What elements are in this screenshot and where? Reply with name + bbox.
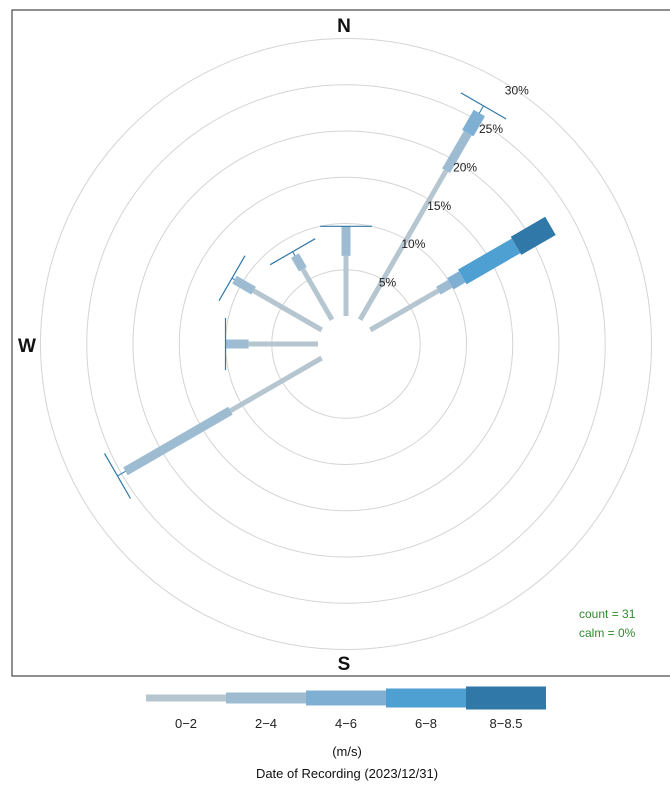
ring-labels: 5% 10% 15% 20% 25% 30% <box>379 84 529 290</box>
legend-swatch-1 <box>226 692 306 704</box>
calm-label: calm = 0% <box>579 626 636 640</box>
segment-60-bin-2 <box>447 271 466 290</box>
legend-swatch-4 <box>466 686 546 710</box>
spoke-0 <box>320 225 372 316</box>
segment-240-bin-1 <box>123 406 233 476</box>
ring-label-5: 5% <box>379 275 397 289</box>
x-axis-label: Date of Recording (2023/12/31) <box>256 766 438 781</box>
error-cap-30 <box>460 92 507 120</box>
legend-label-0: 0−2 <box>175 716 197 731</box>
compass-south-label: S <box>338 654 351 675</box>
segment-60-bin-0 <box>369 288 440 333</box>
error-cap-330 <box>269 238 316 266</box>
legend-label-2: 4−6 <box>335 716 357 731</box>
legend-swatch-3 <box>386 688 466 708</box>
ring-25 <box>86 84 606 604</box>
ring-15 <box>178 176 514 512</box>
error-stem-240 <box>117 470 126 477</box>
legend-label-1: 2−4 <box>255 716 277 731</box>
ring-label-30: 30% <box>505 84 529 98</box>
spoke-300 <box>218 255 323 333</box>
segment-240-bin-0 <box>229 355 323 413</box>
count-label: count = 31 <box>579 607 636 621</box>
ring-30 <box>40 38 652 650</box>
segment-300-bin-0 <box>252 288 323 333</box>
ring-20 <box>132 130 560 558</box>
error-cap-240 <box>103 453 132 499</box>
error-stem-330 <box>292 251 296 256</box>
segment-270-bin-1 <box>225 339 249 349</box>
spoke-330 <box>269 238 335 321</box>
segment-330-bin-0 <box>300 268 335 321</box>
legend-label-4: 8−8.5 <box>490 716 523 731</box>
legend-swatch-0 <box>146 694 226 702</box>
segment-0-bin-1 <box>341 226 351 256</box>
speed-legend: 0−2 2−4 4−6 6−8 8−8.5 <box>146 686 546 731</box>
ring-label-15: 15% <box>427 199 451 213</box>
segment-270-bin-0 <box>248 341 318 347</box>
legend-units: (m/s) <box>332 744 362 759</box>
segment-60-bin-1 <box>436 279 453 295</box>
spoke-240 <box>103 355 323 499</box>
segment-330-bin-1 <box>291 253 307 272</box>
spoke-30 <box>357 92 507 321</box>
legend-swatch-2 <box>306 690 386 706</box>
ring-label-25: 25% <box>479 122 503 136</box>
segment-60-bin-4 <box>510 216 556 255</box>
ring-label-10: 10% <box>401 237 425 251</box>
segment-30-bin-1 <box>442 130 472 173</box>
error-cap-300 <box>218 255 246 302</box>
legend-label-3: 6−8 <box>415 716 437 731</box>
ring-label-20: 20% <box>453 160 477 174</box>
segment-300-bin-1 <box>232 275 256 295</box>
segment-30-bin-2 <box>462 109 485 137</box>
spoke-270 <box>224 318 318 370</box>
direction-spokes <box>103 92 556 499</box>
compass-west-label: W <box>18 336 36 357</box>
segment-60-bin-3 <box>458 238 521 285</box>
center-hole <box>318 316 374 372</box>
spoke-60 <box>369 216 556 333</box>
error-stem-30 <box>478 105 484 114</box>
segment-30-bin-0 <box>357 169 449 321</box>
compass-north-label: N <box>337 16 351 37</box>
segment-0-bin-0 <box>343 255 349 316</box>
